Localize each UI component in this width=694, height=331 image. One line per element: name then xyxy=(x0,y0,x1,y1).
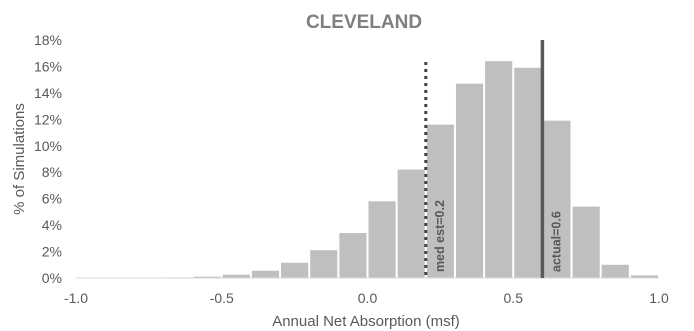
y-tick-label: 6% xyxy=(42,191,62,207)
median-estimate-label: med est=0.2 xyxy=(433,200,447,272)
y-tick-label: 0% xyxy=(42,270,62,286)
x-axis-label: Annual Net Absorption (msf) xyxy=(272,313,460,330)
histogram-bar xyxy=(485,61,513,279)
histogram-bars xyxy=(135,61,658,279)
y-tick-label: 10% xyxy=(34,138,62,154)
x-tick-label: 0.0 xyxy=(358,290,378,306)
reference-lines: med est=0.2 actual=0.6 xyxy=(424,40,563,278)
histogram-bar xyxy=(310,250,338,278)
histogram-bar xyxy=(572,206,600,278)
histogram-bar xyxy=(426,124,454,278)
histogram-bar xyxy=(630,275,658,278)
y-tick-label: 2% xyxy=(42,244,62,260)
histogram-bar xyxy=(601,264,629,278)
y-tick-label: 14% xyxy=(34,85,62,101)
chart-title: CLEVELAND xyxy=(306,12,422,33)
histogram-bar xyxy=(193,276,221,278)
histogram-bar xyxy=(339,233,367,278)
y-axis: 0% 2% 4% 6% 8% 10% 12% 14% 16% 18% xyxy=(34,32,62,286)
y-tick-label: 18% xyxy=(34,32,62,48)
y-tick-label: 16% xyxy=(34,58,62,74)
histogram-bar xyxy=(251,270,280,278)
histogram-bar xyxy=(543,120,571,279)
y-tick-label: 8% xyxy=(42,164,62,180)
x-tick-label: -0.5 xyxy=(210,290,234,306)
histogram-bar xyxy=(368,201,396,278)
histogram-bar xyxy=(514,67,542,279)
y-axis-label: % of Simulations xyxy=(11,103,28,215)
actual-value-label: actual=0.6 xyxy=(549,211,563,272)
y-tick-label: 12% xyxy=(34,111,62,127)
histogram-bar xyxy=(455,83,484,278)
x-axis: -1.0 -0.5 0.0 0.5 1.0 xyxy=(64,290,669,306)
x-tick-label: 0.5 xyxy=(504,290,524,306)
x-tick-label: -1.0 xyxy=(64,290,88,306)
histogram-bar xyxy=(281,262,309,278)
y-tick-label: 4% xyxy=(42,217,62,233)
histogram-bar xyxy=(397,169,425,278)
histogram-bar xyxy=(222,274,250,278)
x-tick-label: 1.0 xyxy=(649,290,669,306)
